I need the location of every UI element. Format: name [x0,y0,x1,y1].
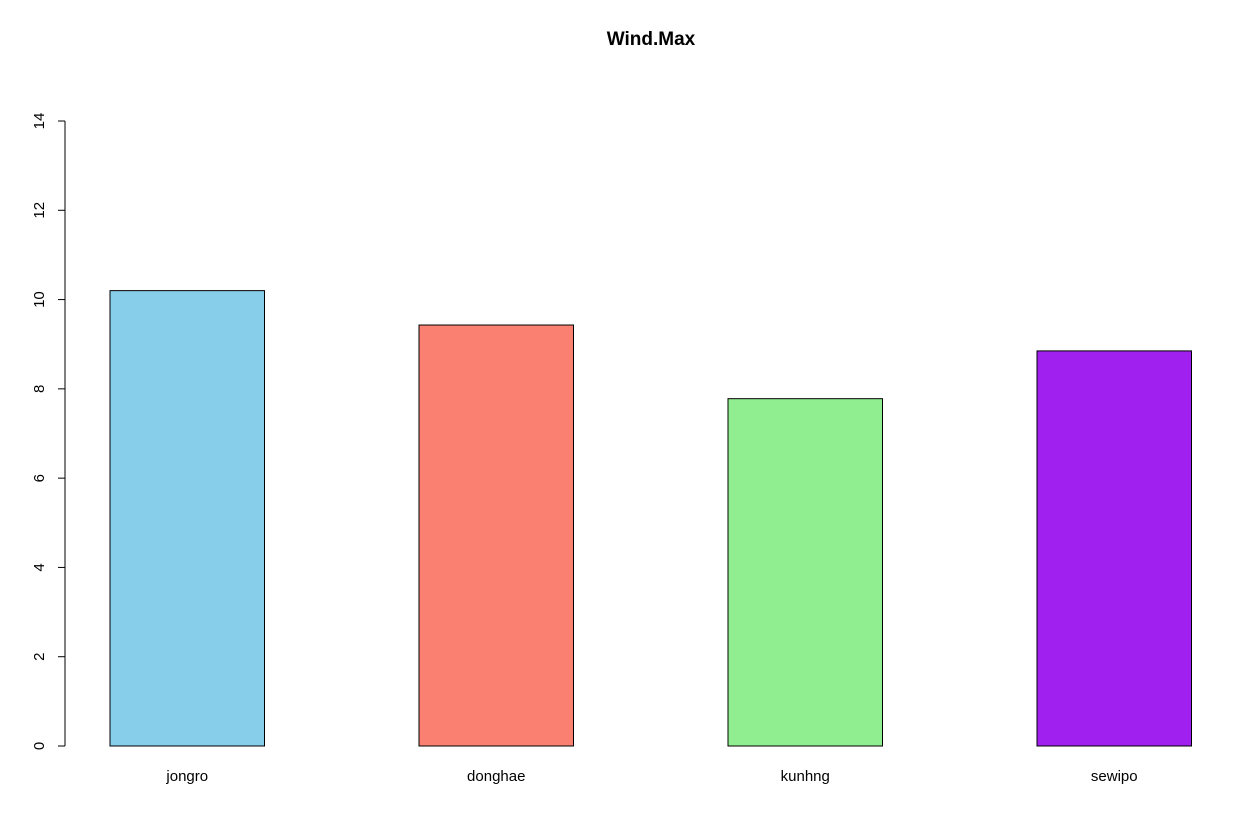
y-tick-label: 12 [31,202,48,219]
x-tick-label: donghae [467,768,525,785]
x-tick-label: kunhng [781,768,830,785]
y-tick-label: 8 [31,385,48,393]
x-tick-label: jongro [165,768,208,785]
y-tick-label: 4 [31,563,48,571]
chart-title: Wind.Max [607,29,696,50]
x-axis-labels: jongro donghae kunhng sewipo [165,768,1137,785]
y-tick-label: 6 [31,474,48,482]
y-axis: 0 2 4 6 8 10 12 14 [31,113,66,750]
x-tick-label: sewipo [1091,768,1138,785]
bars [109,290,1192,747]
bar-donghae [418,324,574,747]
bar-kunhng [727,398,883,747]
y-tick-label: 14 [31,113,48,130]
y-tick-label: 2 [31,653,48,661]
bar-sewipo [1036,350,1192,747]
y-tick-label: 10 [31,291,48,308]
bar-jongro [109,290,265,747]
y-tick-label: 0 [31,742,48,750]
